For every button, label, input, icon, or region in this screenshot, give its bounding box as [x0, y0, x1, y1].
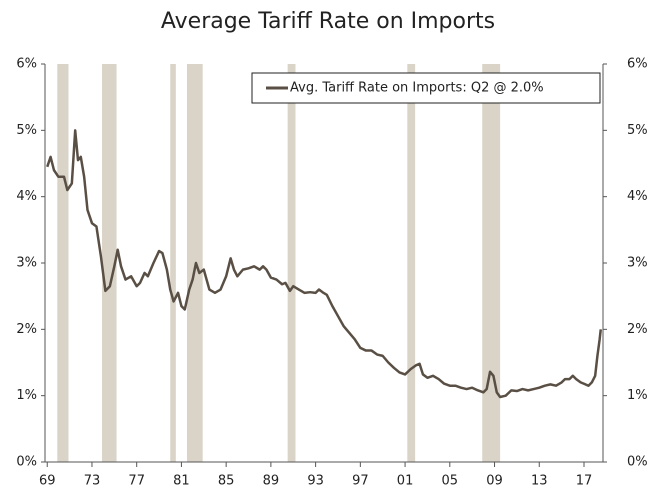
- x-tick-label: 93: [307, 474, 324, 489]
- y2-tick-label: 6%: [627, 57, 648, 72]
- y2-tick-label: 4%: [627, 189, 648, 204]
- y-tick-label: 2%: [16, 322, 37, 337]
- recession-band: [407, 64, 416, 462]
- x-tick-label: 81: [173, 474, 190, 489]
- recession-band: [287, 64, 296, 462]
- recession-band: [482, 64, 501, 462]
- x-tick-label: 73: [84, 474, 101, 489]
- y2-tick-label: 0%: [627, 455, 648, 470]
- x-tick-label: 85: [218, 474, 235, 489]
- recession-band: [102, 64, 117, 462]
- x-tick-label: 17: [576, 474, 593, 489]
- recession-band: [57, 64, 69, 462]
- legend-box: [251, 72, 601, 104]
- legend-label: Avg. Tariff Rate on Imports: Q2 @ 2.0%: [290, 81, 544, 96]
- y-tick-label: 1%: [16, 388, 37, 403]
- y-tick-label: 3%: [16, 256, 37, 271]
- legend: Avg. Tariff Rate on Imports: Q2 @ 2.0%: [251, 72, 601, 104]
- x-tick-label: 89: [263, 474, 280, 489]
- y-tick-label: 0%: [16, 455, 37, 470]
- y-tick-label: 5%: [16, 123, 37, 138]
- y2-tick-label: 1%: [627, 388, 648, 403]
- recession-band: [170, 64, 176, 462]
- y2-tick-label: 5%: [627, 123, 648, 138]
- x-tick-label: 05: [442, 474, 459, 489]
- chart-title: Average Tariff Rate on Imports: [161, 9, 495, 34]
- x-tick-label: 13: [531, 474, 548, 489]
- y-tick-label: 6%: [16, 57, 37, 72]
- y2-tick-label: 3%: [627, 256, 648, 271]
- x-tick-label: 97: [352, 474, 369, 489]
- y-tick-label: 4%: [16, 189, 37, 204]
- x-tick-label: 09: [486, 474, 503, 489]
- x-tick-label: 01: [397, 474, 414, 489]
- data-line: [46, 129, 603, 399]
- y2-tick-label: 2%: [627, 322, 648, 337]
- x-tick-label: 69: [39, 474, 56, 489]
- x-tick-label: 77: [128, 474, 145, 489]
